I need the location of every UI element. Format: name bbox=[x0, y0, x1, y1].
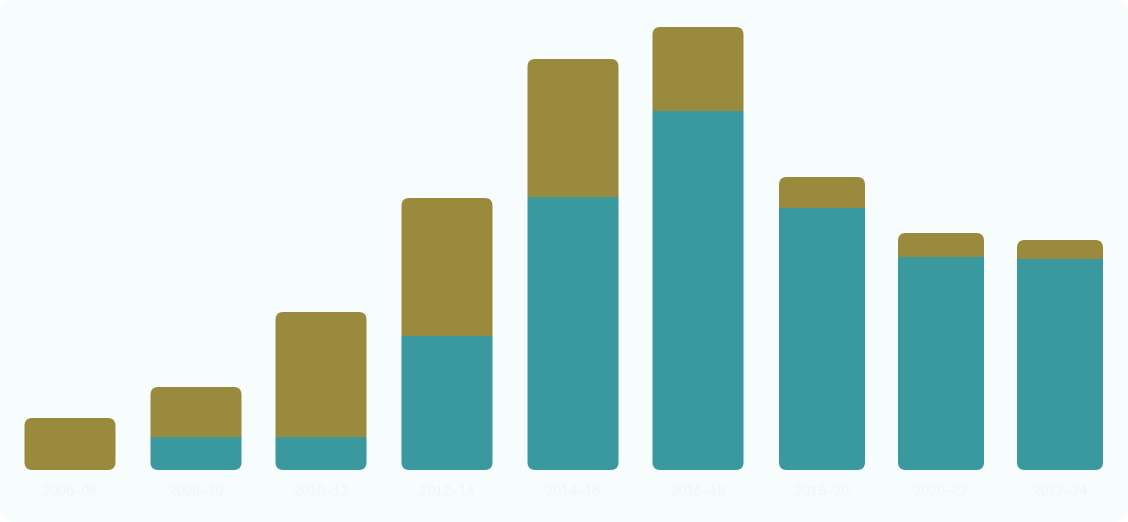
bar-group bbox=[24, 418, 116, 470]
x-tick-label: 2010–12 bbox=[294, 482, 349, 498]
x-tick-label: 2016–18 bbox=[671, 482, 726, 498]
bar-group bbox=[652, 27, 744, 470]
bar-segment-series-1 bbox=[1017, 259, 1103, 470]
bar-segment-series-2 bbox=[24, 418, 116, 470]
x-tick-label: 2014–16 bbox=[546, 482, 601, 498]
bar-segment-series-1 bbox=[652, 111, 744, 470]
bar-group bbox=[779, 177, 865, 470]
bar-segment-series-2 bbox=[898, 233, 984, 257]
bar-segment-series-1 bbox=[401, 336, 493, 470]
x-tick-label: 2020–22 bbox=[914, 482, 969, 498]
x-tick-label: 2006–08 bbox=[43, 482, 98, 498]
bar-group bbox=[275, 312, 367, 470]
bar-segment-series-2 bbox=[150, 387, 242, 437]
bar-segment-series-2 bbox=[275, 312, 367, 437]
bar-group bbox=[527, 59, 619, 470]
bar-segment-series-2 bbox=[401, 198, 493, 336]
bars-layer bbox=[24, 27, 1103, 470]
x-tick-label: 2018–20 bbox=[795, 482, 850, 498]
bar-segment-series-2 bbox=[779, 177, 865, 208]
x-tick-label: 2008–10 bbox=[169, 482, 224, 498]
bar-segment-series-2 bbox=[1017, 240, 1103, 259]
bar-segment-series-1 bbox=[527, 197, 619, 470]
x-tick-label: 2022–24 bbox=[1033, 482, 1088, 498]
bar-segment-series-1 bbox=[150, 437, 242, 470]
bar-segment-series-2 bbox=[527, 59, 619, 197]
x-tick-labels: 2006–08 2008–10 2010–12 2012–14 2014–16 2016–… bbox=[43, 482, 1088, 498]
bar-segment-series-1 bbox=[898, 257, 984, 470]
bar-group bbox=[1017, 240, 1103, 470]
bar-segment-series-1 bbox=[779, 208, 865, 470]
bar-segment-series-2 bbox=[652, 27, 744, 111]
bar-group bbox=[401, 198, 493, 470]
bar-group bbox=[898, 233, 984, 470]
x-tick-label: 2012–14 bbox=[420, 482, 475, 498]
bar-group bbox=[150, 387, 242, 470]
bar-segment-series-1 bbox=[275, 437, 367, 470]
